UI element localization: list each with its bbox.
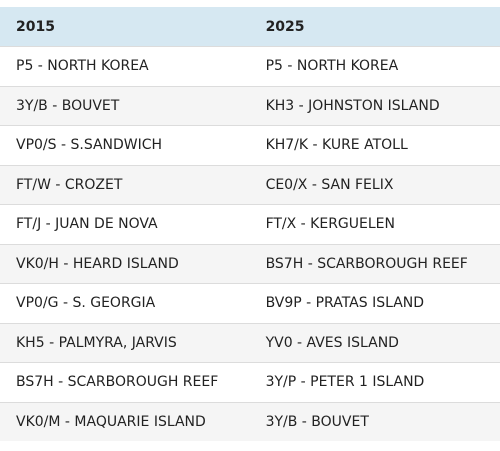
table-cell: FT/W - CROZET [0,164,251,205]
table: 2015 2025 P5 - NORTH KOREA P5 - NORTH KOR… [0,7,500,441]
table-cell: YV0 - AVES ISLAND [250,322,500,363]
table-cell: KH5 - PALMYRA, JARVIS [0,322,251,363]
page: 2015 2025 P5 - NORTH KOREA P5 - NORTH KOR… [0,7,500,451]
table-row: VK0/M - MAQUARIE ISLAND 3Y/B - BOUVET [0,401,500,441]
table-body: P5 - NORTH KOREA P5 - NORTH KOREA 3Y/B - B… [0,46,500,441]
table-cell: P5 - NORTH KOREA [0,46,251,86]
table-cell: 3Y/B - BOUVET [0,85,251,126]
table-cell: BS7H - SCARBOROUGH REEF [0,362,251,402]
table-cell: VP0/G - S. GEORGIA [0,283,251,323]
table-cell: VK0/M - MAQUARIE ISLAND [0,401,251,441]
table-cell: FT/X - KERGUELEN [250,204,500,244]
table-cell: KH3 - JOHNSTON ISLAND [250,85,500,126]
table-row: VK0/H - HEARD ISLAND BS7H - SCARBOROUGH R… [0,243,500,284]
table-cell: FT/J - JUAN DE NOVA [0,204,251,244]
header-row: 2015 2025 [0,7,500,47]
table-row: KH5 - PALMYRA, JARVIS YV0 - AVES ISLAND [0,322,500,363]
table-cell: CE0/X - SAN FELIX [250,164,500,205]
table-row: VP0/G - S. GEORGIA BV9P - PRATAS ISLAND [0,283,500,323]
table-cell: KH7/K - KURE ATOLL [250,125,500,165]
table-row: 3Y/B - BOUVET KH3 - JOHNSTON ISLAND [0,85,500,126]
table-row: BS7H - SCARBOROUGH REEF 3Y/P - PETER 1 IS… [0,362,500,402]
header-cell: 2025 [250,7,500,47]
table-row: VP0/S - S.SANDWICH KH7/K - KURE ATOLL [0,125,500,165]
table-cell: BV9P - PRATAS ISLAND [250,283,500,323]
table-row: FT/W - CROZET CE0/X - SAN FELIX [0,164,500,205]
table-cell: VK0/H - HEARD ISLAND [0,243,251,284]
table-row: FT/J - JUAN DE NOVA FT/X - KERGUELEN [0,204,500,244]
table-cell: 3Y/B - BOUVET [250,401,500,441]
table-cell: BS7H - SCARBOROUGH REEF [250,243,500,284]
table-cell: 3Y/P - PETER 1 ISLAND [250,362,500,402]
table-cell: VP0/S - S.SANDWICH [0,125,251,165]
header-cell: 2015 [0,7,251,47]
table-row: P5 - NORTH KOREA P5 - NORTH KOREA [0,46,500,86]
table-cell: P5 - NORTH KOREA [250,46,500,86]
